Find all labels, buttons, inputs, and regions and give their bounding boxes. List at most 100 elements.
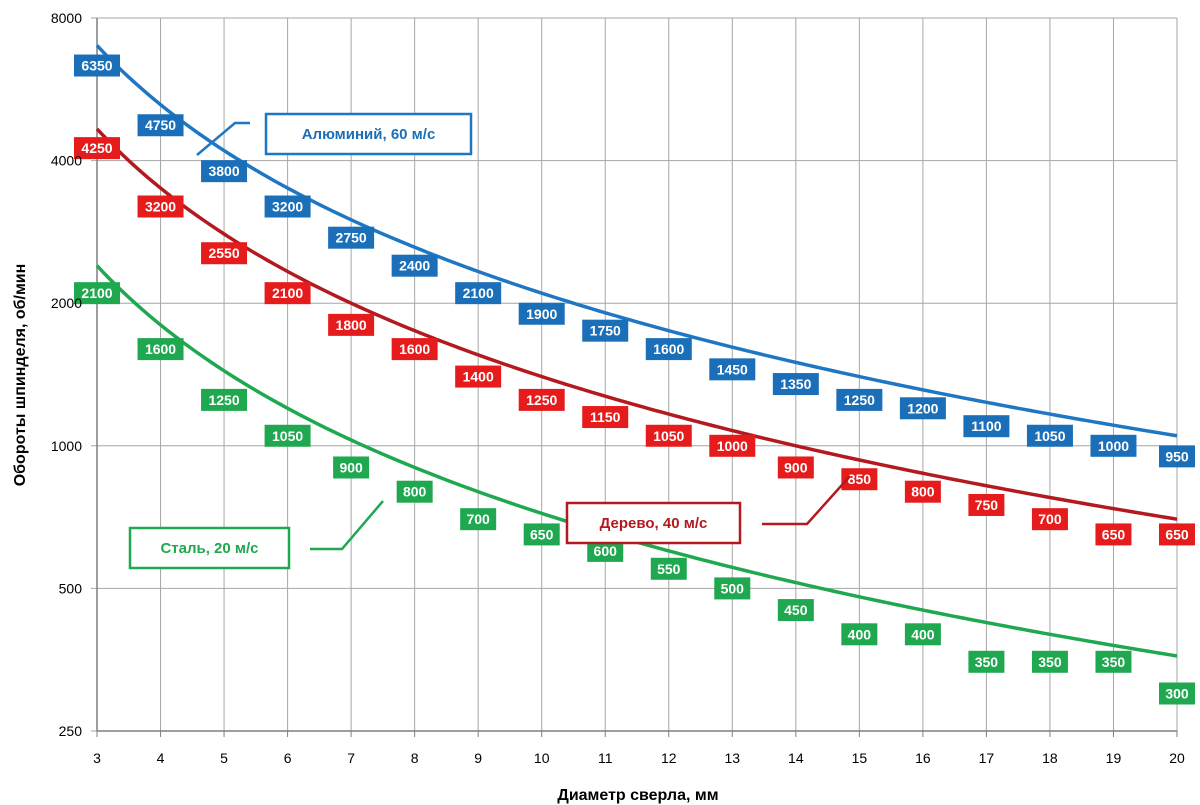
data-label-text: 1050 <box>1034 428 1065 444</box>
y-tick-label: 1000 <box>51 438 82 454</box>
data-label-text: 1900 <box>526 306 557 322</box>
data-label-series-2: 350 <box>1095 650 1132 673</box>
data-label-box <box>904 623 941 646</box>
data-label-text: 800 <box>911 484 935 500</box>
data-label-series-2: 900 <box>333 456 370 479</box>
data-label-series-1: 650 <box>1159 523 1195 546</box>
data-label-series-0: 1350 <box>772 373 819 396</box>
x-tick-label: 6 <box>284 750 292 766</box>
data-label-series-1: 1000 <box>709 434 756 457</box>
data-label-box <box>582 406 629 429</box>
data-label-series-0: 2750 <box>328 226 375 249</box>
data-label-text: 700 <box>1038 511 1062 527</box>
x-tick-label: 14 <box>788 750 804 766</box>
x-tick-label: 13 <box>725 750 741 766</box>
data-label-series-2: 1050 <box>264 424 311 447</box>
data-label-series-1: 700 <box>1031 508 1068 531</box>
data-label-box <box>1031 650 1068 673</box>
data-label-box <box>968 650 1005 673</box>
data-label-text: 700 <box>466 511 490 527</box>
legend-text: Алюминий, 60 м/с <box>302 126 436 143</box>
data-label-box <box>709 358 756 381</box>
legend-callout-1: Дерево, 40 м/с <box>565 475 851 545</box>
data-label-text: 1400 <box>463 369 494 385</box>
data-label-text: 2100 <box>463 285 494 301</box>
series-curve-2 <box>95 264 1178 658</box>
data-label-series-2: 800 <box>396 480 433 503</box>
x-tick-label: 8 <box>411 750 419 766</box>
data-label-box <box>396 480 433 503</box>
data-label-text: 1750 <box>590 323 621 339</box>
data-label-text: 2100 <box>272 285 303 301</box>
data-label-series-1: 4250 <box>74 137 120 160</box>
data-label-box <box>963 415 1010 438</box>
data-label-box <box>264 282 311 305</box>
data-label-series-0: 1750 <box>582 319 629 342</box>
y-axis-title: Обороты шпинделя, об/мин <box>12 264 29 487</box>
legend-leader-line <box>196 121 250 156</box>
data-label-text: 1150 <box>590 409 621 425</box>
y-tick-label: 500 <box>59 580 83 596</box>
data-label-box <box>899 397 946 420</box>
data-label-text: 1050 <box>653 428 684 444</box>
data-label-box <box>523 523 560 546</box>
data-label-text: 1000 <box>717 438 748 454</box>
data-label-text: 550 <box>657 561 681 577</box>
data-label-series-0: 1100 <box>963 415 1010 438</box>
data-label-text: 350 <box>1102 654 1126 670</box>
data-label-box <box>518 302 565 325</box>
data-label-series-2: 350 <box>1031 650 1068 673</box>
data-label-series-0: 1050 <box>1026 424 1073 447</box>
data-label-text: 650 <box>1165 526 1189 542</box>
data-label-series-0: 1250 <box>836 388 883 411</box>
x-tick-label: 3 <box>93 750 101 766</box>
data-label-text: 900 <box>784 459 808 475</box>
data-label-text: 1600 <box>399 341 430 357</box>
data-label-series-0: 1900 <box>518 302 565 325</box>
data-label-box <box>460 508 497 531</box>
data-label-box <box>1026 424 1073 447</box>
data-label-series-2: 700 <box>460 508 497 531</box>
x-tick-label: 10 <box>534 750 550 766</box>
data-label-box <box>391 254 438 277</box>
data-label-text: 500 <box>721 580 745 596</box>
data-label-box <box>1095 523 1132 546</box>
data-label-box <box>587 539 624 562</box>
data-label-series-0: 4750 <box>137 114 184 137</box>
data-label-series-0: 2100 <box>455 282 502 305</box>
data-label-box <box>328 226 375 249</box>
data-label-text: 3800 <box>208 163 239 179</box>
data-label-box <box>904 480 941 503</box>
legend-text: Дерево, 40 м/с <box>600 515 708 532</box>
x-tick-label: 11 <box>598 750 613 766</box>
legend-callout-2: Сталь, 20 м/с <box>128 500 384 570</box>
x-tick-label: 17 <box>979 750 995 766</box>
legend-leader-line <box>310 500 384 551</box>
data-label-box <box>645 338 692 361</box>
x-tick-label: 19 <box>1106 750 1122 766</box>
data-label-series-1: 900 <box>777 456 814 479</box>
data-label-text: 850 <box>848 471 872 487</box>
data-label-series-2: 300 <box>1159 682 1195 705</box>
data-label-series-2: 350 <box>968 650 1005 673</box>
x-tick-label: 7 <box>347 750 355 766</box>
data-label-series-2: 600 <box>587 539 624 562</box>
data-label-series-1: 1250 <box>518 388 565 411</box>
data-label-text: 2400 <box>399 258 430 274</box>
data-label-series-2: 450 <box>777 599 814 622</box>
data-label-series-0: 1000 <box>1090 434 1137 457</box>
series-curve-1 <box>95 127 1178 521</box>
data-label-text: 1800 <box>336 317 367 333</box>
data-label-box <box>968 493 1005 516</box>
y-tick-label: 4000 <box>51 153 82 169</box>
y-tick-label: 2000 <box>51 295 82 311</box>
data-label-box <box>1031 508 1068 531</box>
data-label-box <box>201 242 248 265</box>
x-tick-label: 16 <box>915 750 931 766</box>
data-label-series-1: 1050 <box>645 424 692 447</box>
data-label-series-0: 6350 <box>74 54 120 77</box>
data-label-box <box>201 160 248 183</box>
y-tick-label: 8000 <box>51 10 82 26</box>
data-label-text: 900 <box>339 459 363 475</box>
data-label-text: 1200 <box>907 400 938 416</box>
